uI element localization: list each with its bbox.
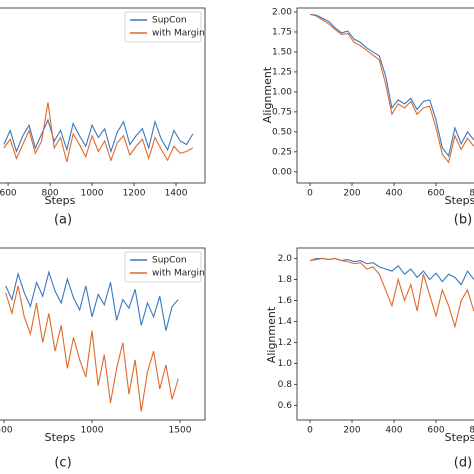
y-tick-label: 0.25 [272,147,292,157]
legend-label: with Margin [152,29,205,39]
x-tick-label: 800 [469,426,474,436]
series-line [309,257,474,329]
y-axis-label: Alignment [265,306,278,363]
y-tick-label: 0.8 [278,380,293,390]
y-tick-label: 1.75 [272,27,292,37]
x-tick-label: 200 [343,426,360,436]
legend-label: SupCon [152,16,187,26]
series-line [3,118,194,154]
y-tick-label: 1.8 [278,275,293,285]
x-tick-label: 1200 [123,189,146,199]
panel: 600 800 1000 1200 1400 SupCon with Margin Steps… [0,7,206,228]
caption: (c) [54,456,71,471]
series-line [5,285,179,412]
y-tick-label: 1.6 [278,296,293,306]
y-tick-label: 1.4 [278,317,293,327]
y-tick-label: 1.00 [272,87,292,97]
plot-frame [296,7,474,184]
x-tick-label: 0 [307,189,313,199]
x-tick-label: 600 [427,426,444,436]
x-tick-label: 1500 [169,426,192,436]
x-axis-label: Steps [445,431,474,444]
y-tick-label: 1.50 [272,47,292,57]
x-tick-label: 400 [385,426,402,436]
y-tick-label: 1.0 [278,359,293,369]
legend-label: SupCon [152,256,187,266]
x-tick-label: 500 [0,426,13,436]
x-tick-label: 600 [0,189,17,199]
legend-label: with Margin [152,269,205,279]
plot-frame [296,247,474,421]
y-tick-label: 2.0 [278,254,293,264]
x-axis-label: Steps [45,194,76,207]
caption: (d) [454,456,472,471]
panel: 0 200 400 600 800 0.6 0.8 1.0 1.2 1.4 1.6 1.8 2.0 Ste… [265,247,474,471]
series-line [5,270,179,331]
series-line [3,102,194,163]
panel: 0 200 400 600 800 0.00 0.25 0.50 0.75 1.00 1.25 1.5… [261,7,474,228]
x-tick-label: 800 [469,189,474,199]
panel: 500 1000 1500 SupCon with Margin Steps (c) [0,247,206,471]
x-tick-label: 400 [385,189,402,199]
caption: (b) [454,213,472,228]
y-tick-label: 1.25 [272,67,292,77]
x-tick-label: 600 [427,189,444,199]
y-tick-label: 1.2 [278,338,292,348]
x-tick-label: 800 [41,189,58,199]
x-tick-label: 0 [307,426,313,436]
x-tick-label: 1000 [81,426,104,436]
caption: (a) [54,213,72,228]
plot-frame [0,247,206,421]
y-tick-label: 0.00 [272,167,292,177]
x-axis-label: Steps [45,431,76,444]
y-tick-label: 0.50 [272,127,292,137]
y-tick-label: 2.00 [272,7,292,17]
plot-frame [0,7,206,184]
x-axis-label: Steps [445,194,474,207]
series-line [309,257,474,286]
series-line [309,13,474,164]
x-tick-label: 200 [343,189,360,199]
y-axis-label: Alignment [261,66,274,123]
y-tick-label: 0.6 [278,401,293,411]
y-tick-label: 0.75 [272,107,292,117]
x-tick-label: 1400 [165,189,188,199]
series-line [309,13,474,158]
x-tick-label: 1000 [81,189,104,199]
